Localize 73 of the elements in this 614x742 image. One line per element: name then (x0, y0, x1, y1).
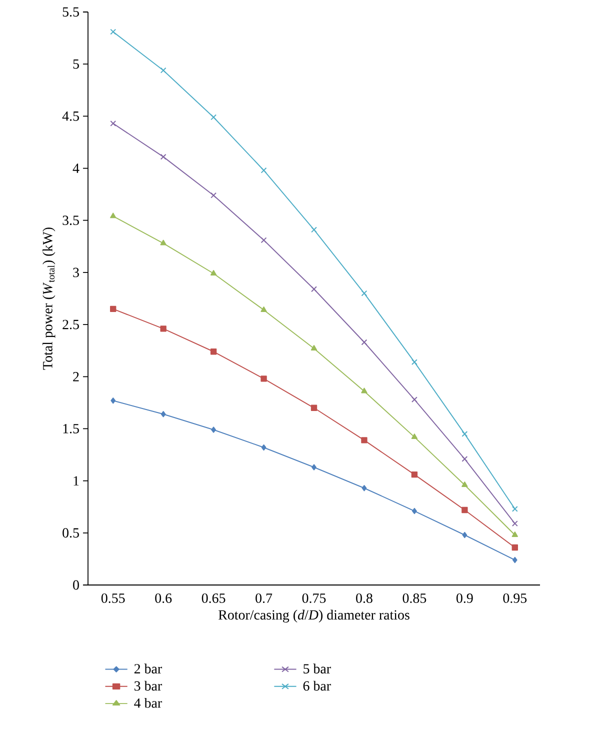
point (211, 426, 216, 433)
y-tick-label: 4.5 (62, 111, 79, 121)
x-tick-label: 0.85 (402, 593, 426, 603)
x-tick-label: 0.8 (356, 593, 372, 603)
point (160, 67, 166, 74)
y-tick-label: 1 (74, 476, 79, 486)
point (110, 120, 116, 126)
point (512, 506, 518, 512)
point (362, 485, 367, 492)
x-tick-label: 0.95 (503, 593, 527, 603)
legend-label: 6 bar (303, 680, 331, 691)
x-tick-label: 0.55 (101, 593, 125, 603)
point (160, 411, 166, 418)
point (512, 556, 518, 564)
y-tick-label: 0 (73, 580, 79, 590)
legend-label: 3 bar (134, 680, 162, 691)
point (361, 388, 368, 394)
point (361, 339, 368, 346)
point (210, 270, 217, 276)
point (110, 28, 116, 35)
point (411, 471, 418, 478)
point (110, 212, 116, 218)
point (462, 506, 468, 514)
point (462, 532, 468, 538)
x-tick-label: 0.75 (302, 593, 326, 603)
legend-label: 4 bar (134, 698, 162, 708)
point (110, 306, 116, 312)
point (411, 359, 418, 366)
y-tick-label: 2 (73, 372, 79, 382)
x-tick-label: 0.6 (155, 593, 172, 603)
point (312, 464, 316, 470)
point (210, 192, 217, 198)
point (361, 437, 368, 444)
point (411, 396, 418, 403)
point (412, 508, 417, 514)
point (260, 376, 267, 382)
x-tick-label: 0.65 (202, 593, 226, 603)
y-tick-label: 4 (72, 164, 80, 173)
point (311, 286, 317, 292)
y-tick-label: 0.5 (62, 528, 79, 538)
y-tick-label: 5 (73, 59, 79, 69)
y-tick-label: 5.5 (62, 7, 79, 17)
y-tick-label: 3.5 (62, 216, 79, 226)
point (160, 240, 166, 246)
point (260, 167, 267, 174)
point (160, 154, 166, 160)
x-tick-label: 0.7 (256, 593, 272, 603)
x-tick-label: 0.9 (456, 593, 473, 603)
point (310, 345, 318, 350)
y-axis-title: Total power (W$_{total}$) (kW) (42, 228, 56, 370)
y-tick-label: 1.5 (63, 424, 79, 434)
point (160, 326, 166, 332)
point (462, 456, 468, 462)
point (210, 114, 217, 120)
point (361, 290, 368, 296)
point (260, 306, 267, 312)
point (462, 430, 468, 437)
point (261, 444, 266, 451)
y-tick-label: 2.5 (62, 320, 79, 330)
point (512, 520, 518, 526)
point (310, 404, 318, 411)
x-axis-title: Rotor/casing (d/D) diameter ratios (218, 610, 410, 623)
legend-label: 5 bar (304, 664, 331, 674)
y-tick-label: 3 (73, 268, 79, 278)
point (462, 481, 468, 487)
point (260, 237, 267, 244)
point (411, 434, 418, 440)
legend-label: 2 bar (134, 664, 162, 674)
point (512, 532, 518, 537)
point (110, 398, 116, 404)
point (311, 226, 317, 233)
point (512, 544, 518, 551)
point (210, 348, 217, 355)
